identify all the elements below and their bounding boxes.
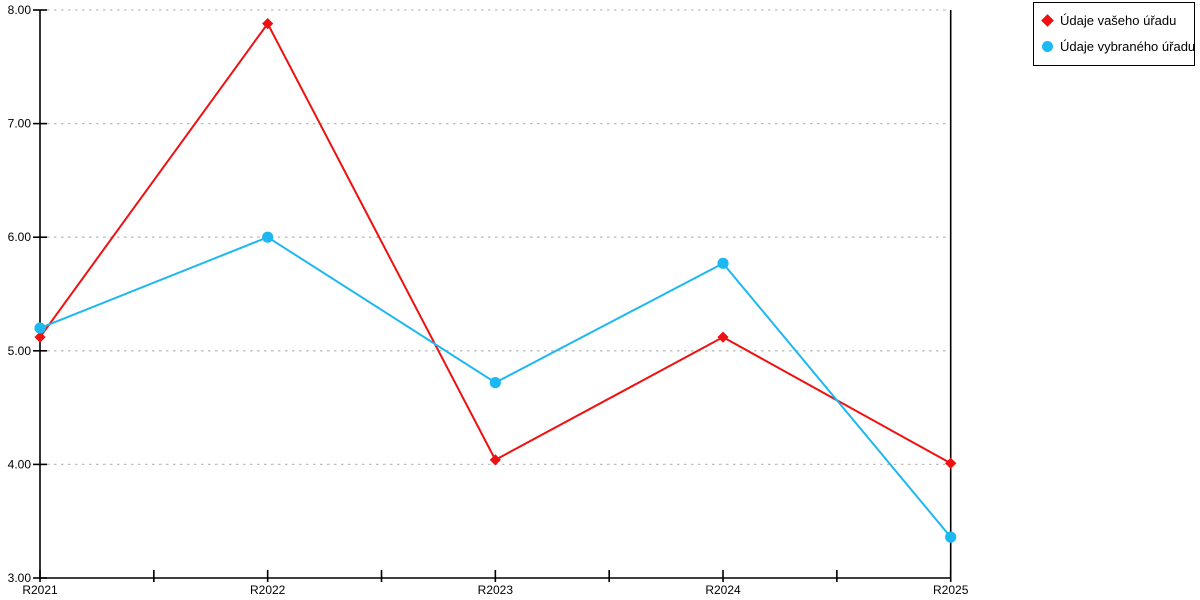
y-tick-label: 5.00 [8, 344, 32, 358]
x-tick-label: R2025 [933, 583, 969, 597]
data-point-circle [945, 531, 957, 543]
y-tick-label: 8.00 [8, 3, 32, 17]
x-tick-label: R2022 [250, 583, 286, 597]
data-point-diamond [489, 454, 501, 466]
data-point-diamond [262, 18, 274, 30]
chart-legend: Údaje vašeho úřadu Údaje vybraného úřadu [1033, 2, 1195, 66]
legend-label: Údaje vašeho úřadu [1060, 13, 1177, 28]
x-tick-label: R2023 [478, 583, 514, 597]
legend-item-selected-office: Údaje vybraného úřadu [1042, 40, 1195, 53]
circle-marker-icon [1042, 41, 1053, 52]
series-line-0 [39, 21, 952, 465]
data-point-circle [34, 322, 46, 334]
y-tick-label: 4.00 [8, 457, 32, 471]
x-tick-label: R2024 [705, 583, 741, 597]
data-point-diamond [945, 457, 957, 469]
y-tick-label: 6.00 [8, 230, 32, 244]
data-point-circle [489, 377, 501, 389]
legend-item-your-office: Údaje vašeho úřadu [1041, 13, 1186, 28]
data-point-diamond [717, 331, 729, 343]
data-point-circle [262, 231, 274, 243]
diamond-marker-icon [1041, 14, 1054, 27]
y-tick-label: 7.00 [8, 117, 32, 131]
data-point-circle [717, 257, 729, 269]
x-tick-label: R2021 [22, 583, 58, 597]
legend-label: Údaje vybraného úřadu [1060, 39, 1196, 54]
data-point-diamond [34, 331, 46, 343]
y-tick-label: 3.00 [8, 571, 32, 585]
